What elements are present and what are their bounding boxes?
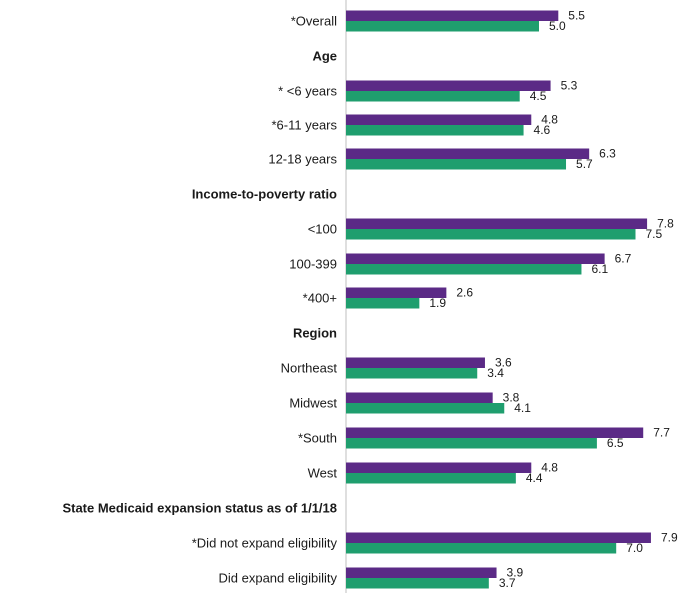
value-label-series-2: 4.5 [530, 89, 547, 103]
category-label: Did expand eligibility [218, 571, 337, 586]
value-label-series-1: 7.9 [661, 531, 678, 545]
bar-series-1 [346, 567, 497, 578]
category-label: 100-399 [289, 257, 337, 272]
bar-series-1 [346, 532, 651, 543]
bar-series-1 [346, 253, 605, 264]
value-label-series-2: 5.7 [576, 157, 593, 171]
category-label: *Did not expand eligibility [192, 536, 338, 551]
bar-series-2 [346, 578, 489, 589]
bar-series-2 [346, 543, 617, 554]
section-heading: Income-to-poverty ratio [192, 187, 337, 202]
value-label-series-1: 7.8 [657, 217, 674, 231]
value-label-series-2: 4.4 [526, 471, 543, 485]
bar-series-2 [346, 298, 420, 309]
value-label-series-2: 6.5 [607, 436, 624, 450]
bar-series-1 [346, 218, 648, 229]
bar-series-1 [346, 462, 532, 473]
section-heading: Age [312, 49, 337, 64]
bar-series-2 [346, 159, 567, 170]
value-label-series-2: 4.6 [534, 123, 551, 137]
category-label: <100 [308, 222, 337, 237]
bar-series-2 [346, 264, 582, 275]
category-label: * <6 years [278, 84, 337, 99]
category-label: *South [298, 431, 337, 446]
bar-series-1 [346, 80, 551, 91]
value-label-series-2: 6.1 [591, 262, 608, 276]
value-label-series-1: 5.5 [568, 9, 585, 23]
value-label-series-1: 6.3 [599, 147, 616, 161]
value-label-series-1: 7.7 [653, 426, 670, 440]
value-label-series-1: 3.6 [495, 356, 512, 370]
category-label: *400+ [303, 291, 337, 306]
value-label-series-1: 4.8 [541, 113, 558, 127]
bar-series-1 [346, 10, 559, 21]
category-label: Northeast [281, 361, 338, 376]
category-label: *6-11 years [271, 118, 337, 133]
value-label-series-1: 3.8 [503, 391, 520, 405]
section-heading: Region [293, 326, 337, 341]
value-label-series-2: 4.1 [514, 401, 531, 415]
value-label-series-2: 3.4 [487, 366, 504, 380]
value-label-series-1: 6.7 [615, 252, 632, 266]
section-heading: State Medicaid expansion status as of 1/… [62, 501, 337, 516]
bar-series-2 [346, 125, 524, 136]
value-label-series-2: 1.9 [429, 296, 446, 310]
value-label-series-2: 7.5 [646, 227, 663, 241]
value-label-series-1: 2.6 [456, 286, 473, 300]
category-label: Midwest [289, 396, 337, 411]
value-label-series-1: 4.8 [541, 461, 558, 475]
bar-series-1 [346, 287, 447, 298]
bar-series-2 [346, 473, 516, 484]
bar-series-2 [346, 21, 539, 32]
bar-series-2 [346, 403, 505, 414]
bar-series-1 [346, 114, 532, 125]
bar-series-2 [346, 91, 520, 102]
bar-series-2 [346, 438, 597, 449]
bar-series-1 [346, 427, 644, 438]
bar-series-1 [346, 392, 493, 403]
value-label-series-2: 3.7 [499, 576, 516, 590]
category-label: *Overall [291, 14, 337, 29]
value-label-series-2: 5.0 [549, 19, 566, 33]
category-label: 12-18 years [268, 152, 337, 167]
bar-series-2 [346, 229, 636, 240]
bar-series-1 [346, 357, 485, 368]
value-label-series-2: 7.0 [626, 541, 643, 555]
bar-series-1 [346, 148, 590, 159]
category-label: West [308, 466, 338, 481]
value-label-series-1: 3.9 [507, 566, 524, 580]
bar-series-2 [346, 368, 478, 379]
value-label-series-1: 5.3 [561, 79, 578, 93]
